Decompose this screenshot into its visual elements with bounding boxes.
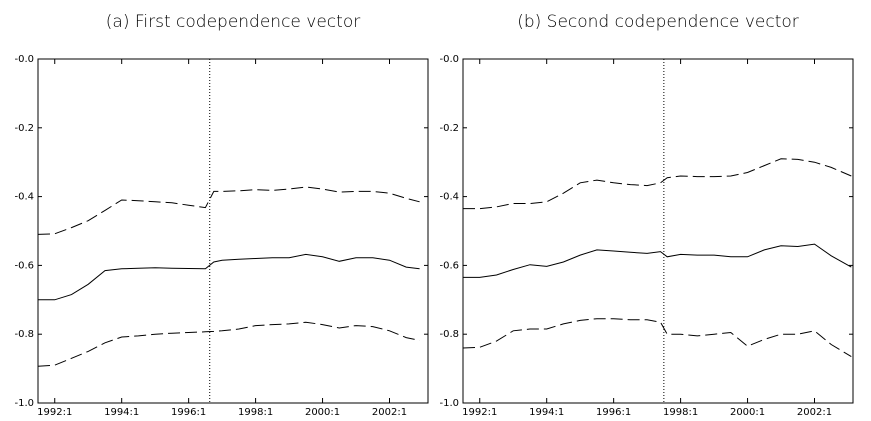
series-line bbox=[38, 253, 420, 301]
x-tick-label: 2000:1 bbox=[305, 407, 340, 418]
series-line bbox=[463, 158, 852, 210]
x-tick-label: 1996:1 bbox=[596, 407, 631, 418]
x-tick-label: 1998:1 bbox=[663, 407, 698, 418]
y-tick-label: -0.6 bbox=[439, 260, 459, 271]
y-tick-label: -0.2 bbox=[439, 123, 459, 134]
x-tick-label: 2000:1 bbox=[730, 407, 765, 418]
y-tick-label: -1.0 bbox=[439, 398, 459, 409]
y-tick-label: -0.4 bbox=[14, 192, 34, 203]
chart-title: (b) Second codependence vector bbox=[517, 12, 799, 32]
x-tick-label: 2002:1 bbox=[372, 407, 407, 418]
chart-title: (a) First codependence vector bbox=[106, 12, 360, 32]
plot-frame bbox=[37, 58, 429, 404]
x-tick-label: 1998:1 bbox=[238, 407, 273, 418]
plot-frame bbox=[462, 58, 854, 404]
y-tick-label: -1.0 bbox=[14, 398, 34, 409]
series-line bbox=[37, 321, 420, 367]
y-tick-label: -0.8 bbox=[439, 329, 459, 340]
y-tick-label: -0.6 bbox=[14, 260, 34, 271]
y-tick-label: -0.2 bbox=[14, 123, 34, 134]
x-tick-label: 1994:1 bbox=[104, 407, 139, 418]
x-tick-label: 1994:1 bbox=[529, 407, 564, 418]
y-tick-label: -0.0 bbox=[439, 54, 459, 65]
x-tick-label: 2002:1 bbox=[797, 407, 832, 418]
x-tick-label: 1992:1 bbox=[462, 407, 497, 418]
x-tick-label: 1992:1 bbox=[37, 407, 72, 418]
y-tick-label: -0.4 bbox=[439, 192, 459, 203]
y-tick-label: -0.8 bbox=[14, 329, 34, 340]
x-tick-label: 1996:1 bbox=[171, 407, 206, 418]
y-tick-label: -0.0 bbox=[14, 54, 34, 65]
series-line bbox=[462, 318, 852, 358]
series-line bbox=[463, 243, 852, 278]
series-line bbox=[37, 186, 420, 235]
